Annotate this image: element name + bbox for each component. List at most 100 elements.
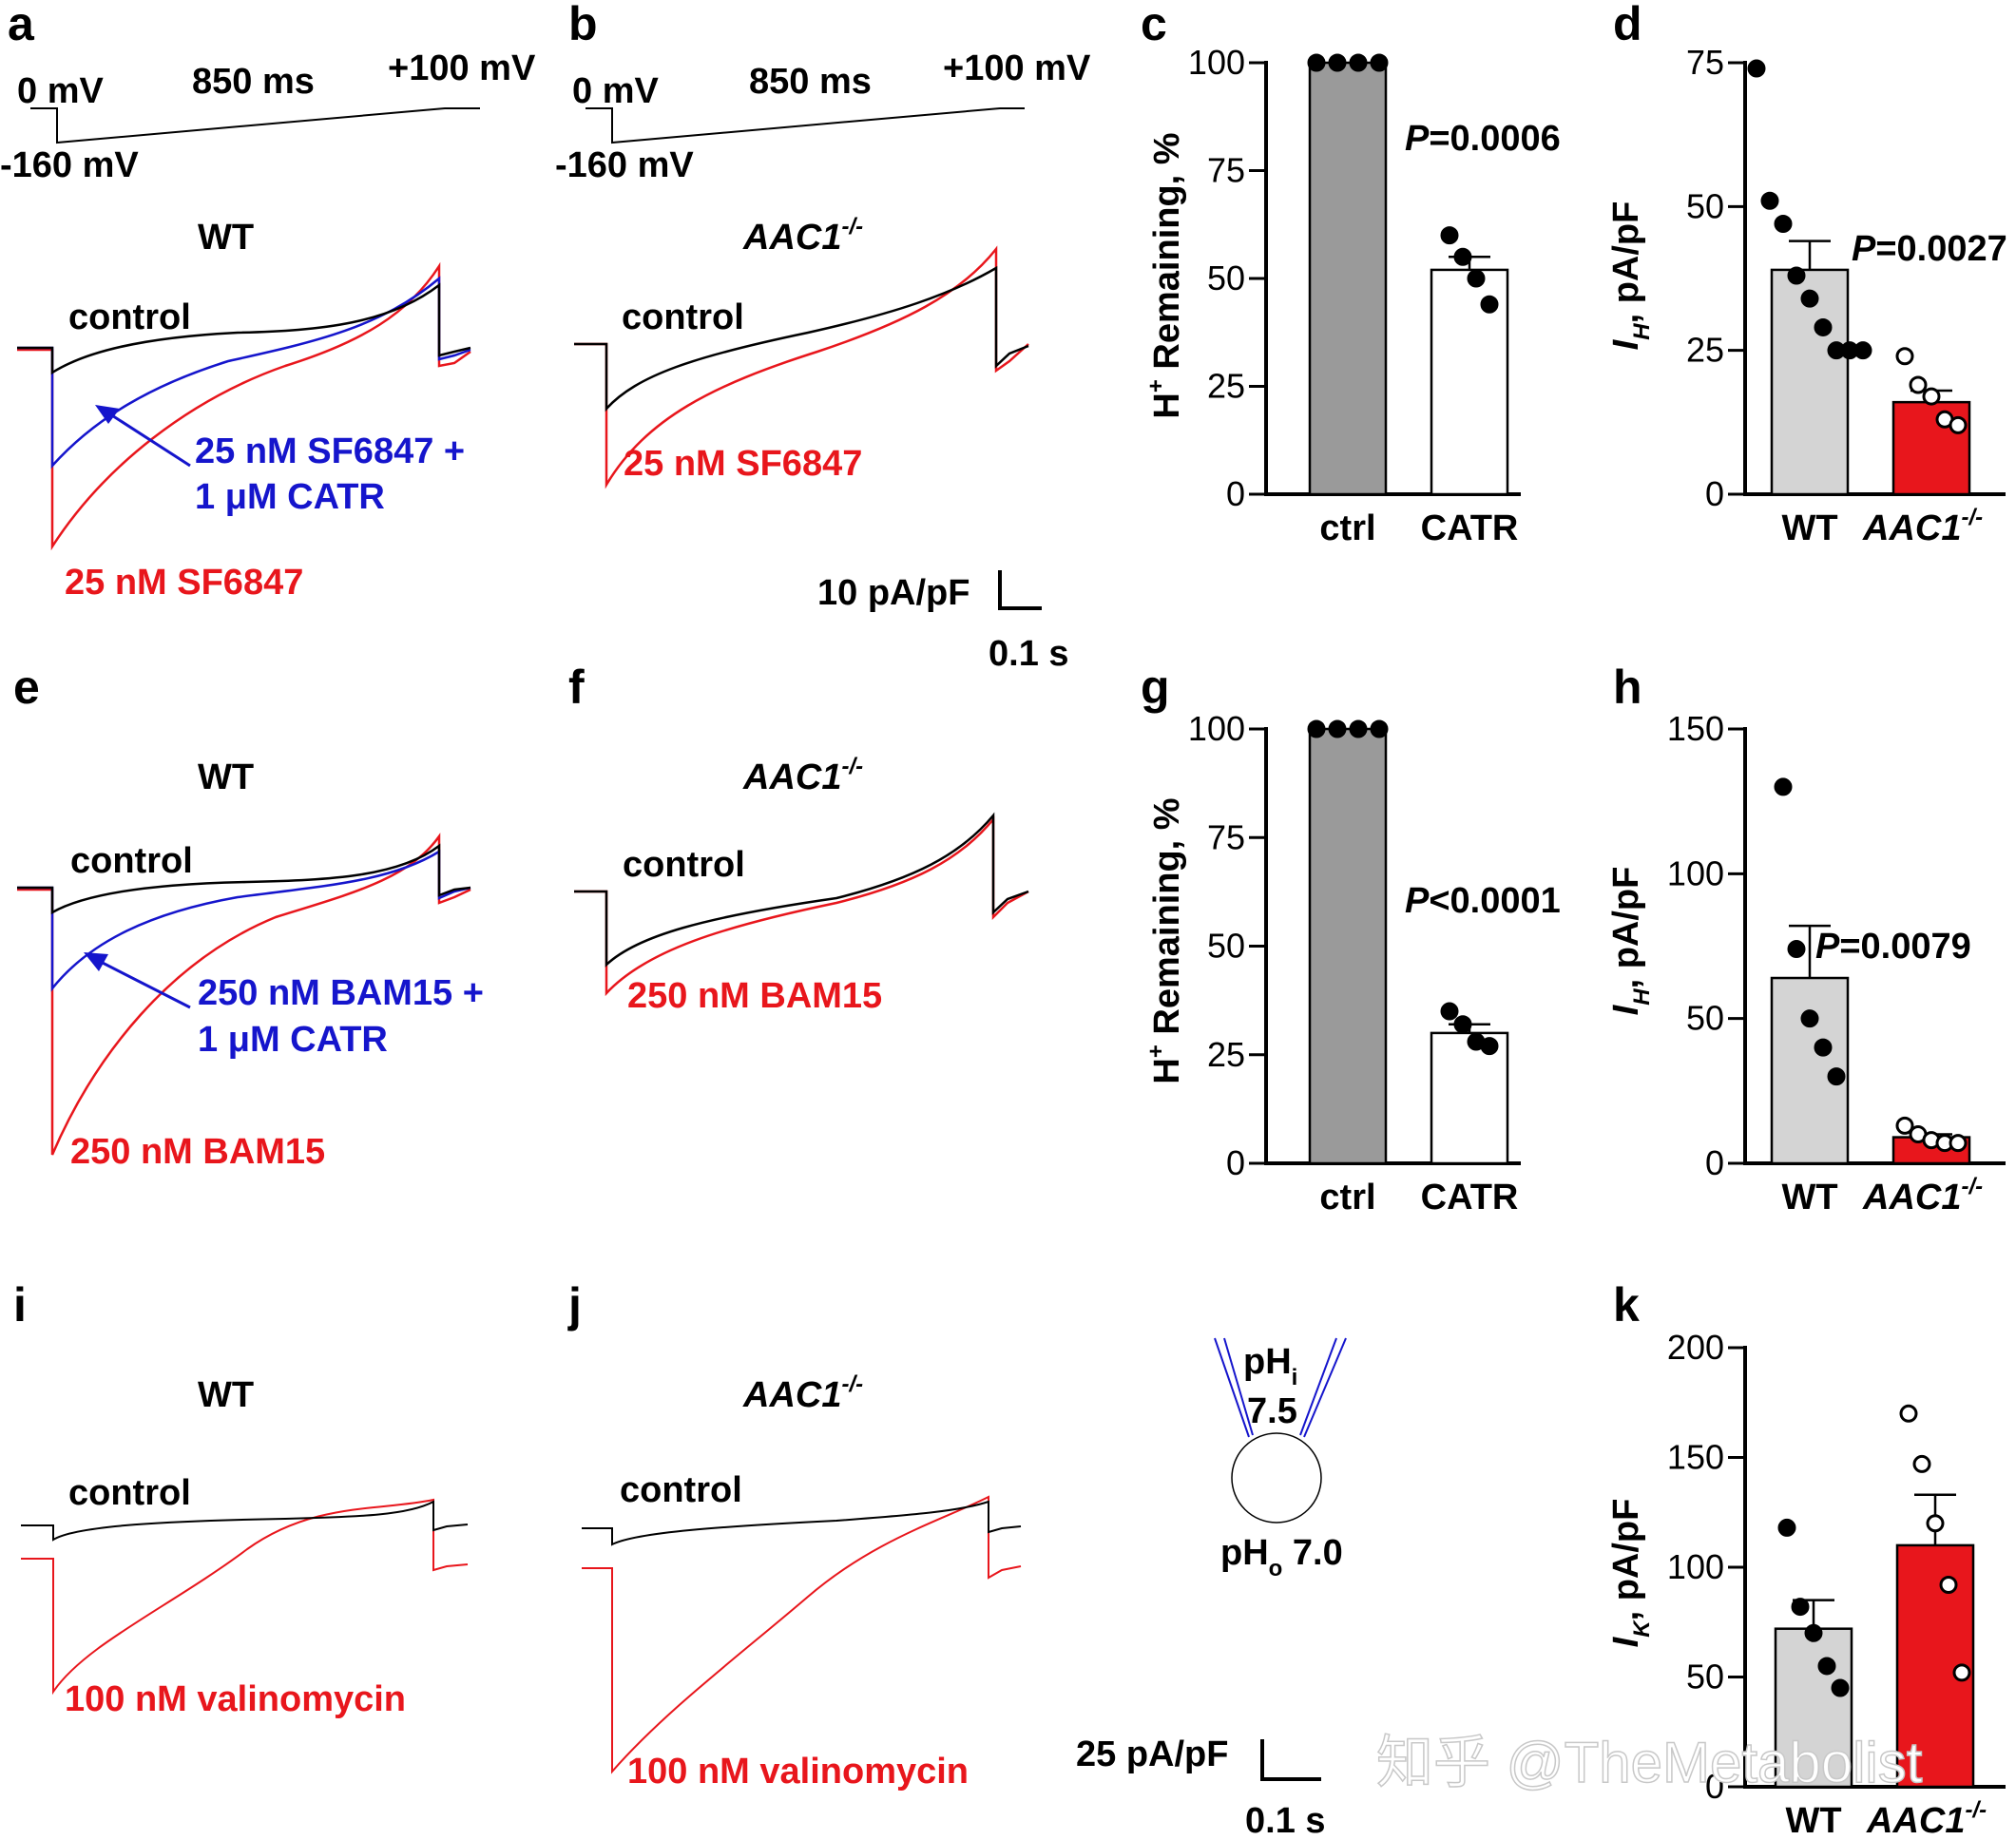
panel-letter-g: g <box>1141 661 1170 714</box>
protocol-vhold-a: 0 mV <box>17 71 104 111</box>
x-tick-label-base: AAC1 <box>1862 508 1961 548</box>
data-point-k <box>1926 1514 1945 1533</box>
data-point-h <box>1949 1134 1968 1153</box>
protocol-vmin-b: -160 mV <box>555 145 694 185</box>
y-axis-label-g: H+ Remaining, % <box>1143 797 1187 1083</box>
label-red-i: 100 nM valinomycin <box>65 1679 406 1719</box>
label-red-f: 250 nM BAM15 <box>627 976 882 1016</box>
protocol-vhold-b: 0 mV <box>572 71 659 111</box>
p-value-number: <0.0001 <box>1429 881 1560 921</box>
y-tick-label-k: 100 <box>1667 1547 1724 1586</box>
trace-red-j <box>582 1495 1022 1774</box>
y-label-rest: , pA/pF <box>1606 867 1646 989</box>
y-label-sup: + <box>1143 1045 1169 1058</box>
data-point-g <box>1453 1015 1472 1034</box>
data-point-c <box>1467 269 1486 288</box>
x-tick-label-base: AAC1 <box>1866 1801 1965 1840</box>
data-point-g <box>1328 719 1347 738</box>
label-control-b: control <box>622 297 744 337</box>
y-axis-label-d: IH, pA/pF <box>1606 201 1655 351</box>
x-tick-label-k: AAC1-/- <box>1866 1797 1987 1840</box>
protocol-vmin-a: -160 mV <box>0 145 139 185</box>
y-tick-label-c: 0 <box>1226 474 1245 513</box>
arrow-line-e <box>92 956 191 1009</box>
pipette-right-inner <box>1299 1337 1337 1436</box>
y-tick-label-h: 150 <box>1667 709 1724 748</box>
data-point-d <box>1853 341 1872 360</box>
x-tick-label-k: WT <box>1785 1801 1841 1840</box>
pipette-phi-label: pH <box>1243 1342 1292 1382</box>
data-point-h <box>1787 940 1806 959</box>
bar-chart-g: 0 25 50 75 100 ctrl CATR P<0.0001 H+ Remaining, … <box>1143 709 1561 1217</box>
data-point-c <box>1370 53 1389 72</box>
x-tick-label-sup: -/- <box>1961 505 1983 530</box>
data-point-d <box>1895 347 1914 366</box>
label-control-i: control <box>68 1473 191 1513</box>
trace-black-f <box>574 812 1029 968</box>
label-blue-e-2: 1 μM CATR <box>198 1020 388 1060</box>
x-tick-label-base: AAC1 <box>1862 1178 1961 1217</box>
scalebar-top-x: 0.1 s <box>989 634 1069 674</box>
protocol-trace-b <box>586 107 1025 144</box>
p-value-letter: P <box>1815 927 1840 967</box>
x-tick-label-sup: -/- <box>1961 1174 1983 1199</box>
y-tick-label-k: 150 <box>1667 1438 1724 1477</box>
label-red-e: 250 nM BAM15 <box>70 1132 325 1172</box>
data-point-k <box>1791 1598 1810 1617</box>
scalebar-bottom: 25 pA/pF 0.1 s <box>1076 1735 1326 1840</box>
data-point-k <box>1831 1678 1850 1697</box>
y-tick-label-h: 50 <box>1686 999 1724 1038</box>
p-value-g: P<0.0001 <box>1405 881 1561 921</box>
traces-e: control 250 nM BAM15 + 1 μM CATR 250 nM … <box>17 833 484 1172</box>
traces-b: control 25 nM SF6847 <box>574 245 1029 489</box>
data-point-d <box>1760 191 1779 210</box>
label-red-a: 25 nM SF6847 <box>65 563 303 603</box>
panel-letter-f: f <box>568 661 585 714</box>
label-blue-a-2: 1 μM CATR <box>195 477 385 517</box>
data-point-g <box>1440 1002 1459 1021</box>
trace-black-e <box>17 843 471 915</box>
data-point-h <box>1774 777 1793 796</box>
y-tick-label-h: 0 <box>1705 1143 1724 1182</box>
trace-black-i <box>21 1500 469 1542</box>
bar-chart-d: 0 25 50 75 WT AAC1-/- P=0.0027 IH, pA/pF <box>1606 43 2007 548</box>
trace-black-b <box>574 265 1029 412</box>
scalebar-bottom-y: 25 pA/pF <box>1076 1735 1228 1774</box>
pipette-pho-value: 7.0 <box>1282 1533 1342 1573</box>
bar-chart-c: 0 25 50 75 100 ctrl CATR P=0.0006 H+ Remaining, … <box>1143 43 1561 548</box>
bar-c-0 <box>1308 61 1388 496</box>
data-point-g <box>1307 719 1326 738</box>
scalebar-top: 10 pA/pF 0.1 s <box>817 570 1069 674</box>
y-label-main: I <box>1606 338 1646 350</box>
pipette-left-outer <box>1214 1337 1250 1438</box>
genotype-wt-a: WT <box>198 218 254 258</box>
label-blue-a-1: 25 nM SF6847 + <box>195 431 465 471</box>
data-point-k <box>1912 1454 1931 1473</box>
pipette-left-inner <box>1223 1337 1254 1436</box>
label-control-a: control <box>68 297 191 337</box>
y-label-sup: + <box>1143 379 1169 393</box>
pipette-right-outer <box>1303 1337 1347 1438</box>
panel-letter-h: h <box>1613 661 1642 714</box>
y-tick-label-g: 75 <box>1207 817 1245 856</box>
label-blue-e-1: 250 nM BAM15 + <box>198 973 484 1013</box>
data-point-k <box>1804 1623 1823 1642</box>
traces-i: control 100 nM valinomycin <box>21 1473 469 1719</box>
y-label-rest: Remaining, % <box>1147 132 1187 379</box>
data-point-d <box>1774 214 1793 233</box>
scalebar-top-lines <box>998 570 1042 610</box>
scalebar-bottom-lines <box>1260 1739 1321 1781</box>
y-label-main: H <box>1147 393 1187 418</box>
data-point-c <box>1480 295 1499 314</box>
genotype-ko-b: AAC1-/- <box>742 214 863 258</box>
p-value-c: P=0.0006 <box>1405 119 1561 159</box>
protocol-duration-a: 850 ms <box>192 62 315 102</box>
pipette-phi-sub: i <box>1292 1365 1298 1390</box>
genotype-ko-j: AAC1-/- <box>742 1371 863 1415</box>
p-value-number: =0.0006 <box>1429 119 1560 159</box>
pipette-pho-sub: o <box>1269 1556 1283 1581</box>
scalebar-bottom-x: 0.1 s <box>1245 1801 1326 1840</box>
y-tick-label-d: 25 <box>1686 331 1724 370</box>
p-value-number: =0.0079 <box>1839 927 1970 967</box>
y-tick-label-c: 75 <box>1207 151 1245 190</box>
